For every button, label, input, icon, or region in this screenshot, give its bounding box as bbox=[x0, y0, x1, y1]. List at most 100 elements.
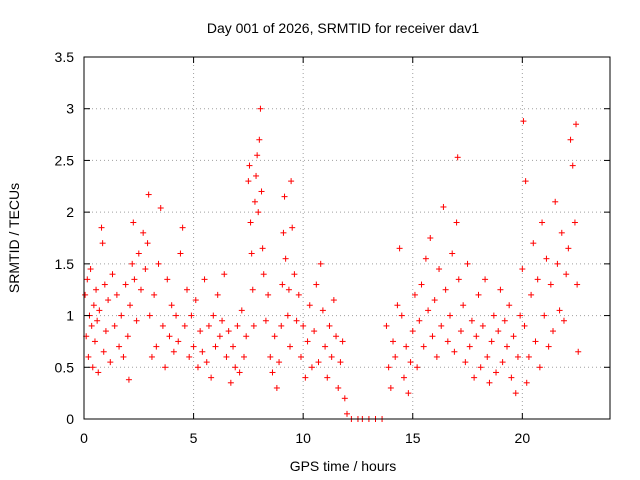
data-point bbox=[287, 343, 294, 350]
data-point bbox=[259, 245, 266, 252]
data-point bbox=[280, 229, 287, 236]
data-point bbox=[493, 369, 500, 376]
data-point bbox=[473, 333, 480, 340]
data-point bbox=[521, 322, 528, 329]
data-point bbox=[422, 255, 429, 262]
data-point bbox=[260, 271, 267, 278]
data-point bbox=[486, 379, 493, 386]
data-point bbox=[285, 286, 292, 293]
data-point bbox=[387, 384, 394, 391]
data-point bbox=[184, 286, 191, 293]
data-point bbox=[279, 281, 286, 288]
data-point bbox=[569, 162, 576, 169]
data-point bbox=[289, 224, 296, 231]
x-tick-label: 20 bbox=[515, 430, 531, 446]
data-point bbox=[328, 353, 335, 360]
data-point bbox=[216, 333, 223, 340]
data-point bbox=[532, 338, 539, 345]
data-point bbox=[243, 333, 250, 340]
data-point bbox=[262, 317, 269, 324]
data-point bbox=[398, 312, 405, 319]
data-point bbox=[324, 374, 331, 381]
data-point bbox=[311, 328, 318, 335]
data-point bbox=[425, 307, 432, 314]
y-tick-label: 2.5 bbox=[55, 152, 75, 168]
data-point bbox=[273, 384, 280, 391]
data-point bbox=[455, 276, 462, 283]
data-point bbox=[164, 276, 171, 283]
data-point bbox=[409, 328, 416, 335]
data-point bbox=[565, 245, 572, 252]
data-point bbox=[547, 281, 554, 288]
data-point bbox=[162, 364, 169, 371]
data-point bbox=[246, 162, 253, 169]
data-point bbox=[383, 322, 390, 329]
data-point bbox=[234, 322, 241, 329]
data-point bbox=[302, 374, 309, 381]
grid-lines bbox=[84, 57, 610, 419]
data-point bbox=[466, 343, 473, 350]
data-point bbox=[503, 343, 510, 350]
y-tick-label: 0.5 bbox=[55, 359, 75, 375]
data-point bbox=[482, 276, 489, 283]
data-point bbox=[173, 312, 180, 319]
data-point bbox=[567, 136, 574, 143]
data-point bbox=[194, 364, 201, 371]
data-point bbox=[95, 369, 102, 376]
data-point bbox=[240, 353, 247, 360]
data-point bbox=[403, 343, 410, 350]
data-point bbox=[550, 328, 557, 335]
y-tick-label: 1.5 bbox=[55, 256, 75, 272]
data-point bbox=[201, 276, 208, 283]
data-point bbox=[98, 224, 105, 231]
data-point bbox=[519, 266, 526, 273]
data-point bbox=[471, 374, 478, 381]
data-point bbox=[135, 250, 142, 257]
data-point bbox=[221, 271, 228, 278]
data-point bbox=[205, 322, 212, 329]
data-point bbox=[116, 343, 123, 350]
data-point bbox=[523, 379, 530, 386]
data-point bbox=[151, 291, 158, 298]
data-point bbox=[225, 328, 232, 335]
data-point bbox=[464, 260, 471, 267]
data-point bbox=[520, 118, 527, 125]
data-point bbox=[282, 255, 289, 262]
x-tick-label: 15 bbox=[405, 430, 421, 446]
data-point bbox=[573, 121, 580, 128]
data-point bbox=[122, 281, 129, 288]
data-point bbox=[490, 312, 497, 319]
data-point bbox=[317, 260, 324, 267]
data-point bbox=[543, 255, 550, 262]
data-point bbox=[558, 229, 565, 236]
data-point bbox=[411, 291, 418, 298]
data-point bbox=[563, 271, 570, 278]
y-tick-label: 1 bbox=[66, 308, 74, 324]
data-point bbox=[552, 198, 559, 205]
data-point bbox=[245, 178, 252, 185]
data-point bbox=[333, 333, 340, 340]
data-point bbox=[534, 276, 541, 283]
data-point bbox=[453, 219, 460, 226]
data-point bbox=[251, 198, 258, 205]
data-point bbox=[257, 105, 264, 112]
data-point bbox=[479, 322, 486, 329]
data-point bbox=[477, 364, 484, 371]
data-point bbox=[131, 276, 138, 283]
data-point bbox=[137, 286, 144, 293]
data-point bbox=[120, 353, 127, 360]
data-point bbox=[510, 333, 517, 340]
data-point bbox=[90, 302, 97, 309]
data-point bbox=[278, 322, 285, 329]
data-point bbox=[304, 338, 311, 345]
data-point bbox=[113, 291, 120, 298]
data-point bbox=[124, 333, 131, 340]
data-point bbox=[536, 364, 543, 371]
data-point bbox=[179, 224, 186, 231]
data-point bbox=[405, 390, 412, 397]
data-point bbox=[400, 374, 407, 381]
data-point bbox=[394, 302, 401, 309]
data-point bbox=[390, 338, 397, 345]
data-point bbox=[407, 359, 414, 366]
data-point bbox=[545, 343, 552, 350]
